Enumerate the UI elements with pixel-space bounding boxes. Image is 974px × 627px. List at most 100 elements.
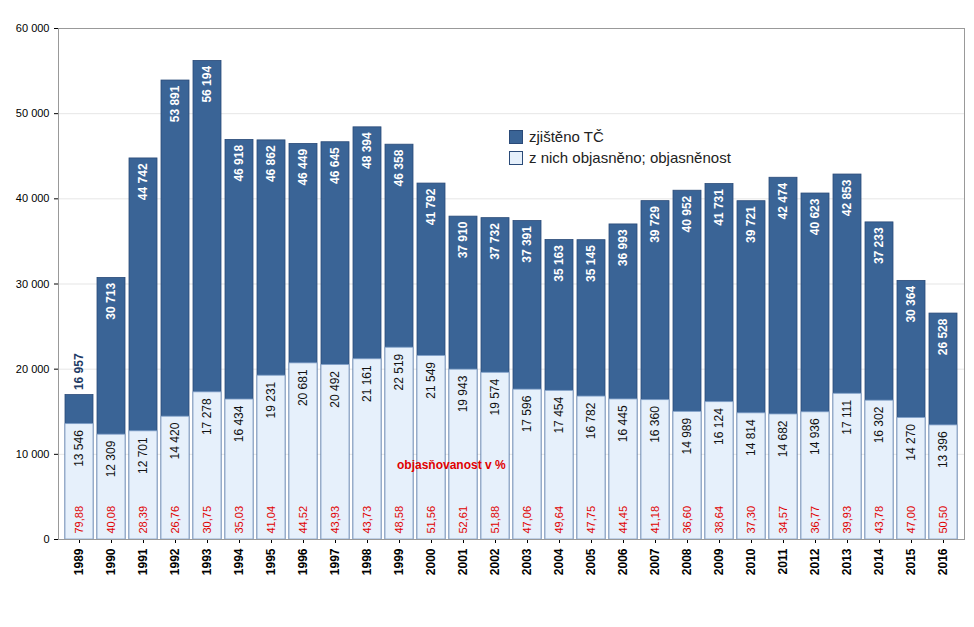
svg-text:37 910: 37 910 [456, 221, 470, 258]
svg-text:2006: 2006 [616, 548, 630, 575]
svg-text:16 360: 16 360 [648, 406, 662, 443]
svg-text:1996: 1996 [296, 548, 310, 575]
svg-text:46 862: 46 862 [264, 145, 278, 182]
svg-text:44 742: 44 742 [136, 163, 150, 200]
svg-text:39 721: 39 721 [744, 206, 758, 243]
svg-text:13 546: 13 546 [72, 430, 86, 467]
svg-text:14 814: 14 814 [744, 419, 758, 456]
svg-text:2005: 2005 [584, 548, 598, 575]
svg-text:26,76: 26,76 [169, 506, 181, 534]
svg-text:40 952: 40 952 [680, 195, 694, 232]
svg-text:37 732: 37 732 [488, 223, 502, 260]
svg-text:1995: 1995 [264, 548, 278, 575]
svg-text:44,52: 44,52 [297, 506, 309, 534]
svg-text:16 445: 16 445 [616, 405, 630, 442]
svg-text:36 993: 36 993 [616, 229, 630, 266]
svg-text:2014: 2014 [872, 548, 886, 575]
svg-text:46 645: 46 645 [328, 147, 342, 184]
svg-text:16 124: 16 124 [712, 408, 726, 445]
svg-text:30 364: 30 364 [904, 286, 918, 323]
svg-text:2001: 2001 [456, 548, 470, 575]
svg-text:2013: 2013 [840, 548, 854, 575]
svg-text:22 519: 22 519 [392, 353, 406, 390]
svg-text:48,58: 48,58 [393, 506, 405, 534]
svg-text:17 454: 17 454 [552, 397, 566, 434]
svg-text:1991: 1991 [136, 548, 150, 575]
svg-text:1999: 1999 [392, 548, 406, 575]
svg-text:2016: 2016 [936, 548, 950, 575]
svg-text:51,56: 51,56 [425, 506, 437, 534]
svg-text:52,61: 52,61 [457, 506, 469, 534]
svg-text:38,64: 38,64 [713, 506, 725, 534]
svg-text:41,04: 41,04 [265, 506, 277, 534]
svg-text:39,93: 39,93 [841, 506, 853, 534]
svg-text:53 891: 53 891 [168, 85, 182, 122]
svg-text:60 000: 60 000 [16, 22, 50, 34]
svg-text:16 302: 16 302 [872, 406, 886, 443]
svg-text:0: 0 [43, 533, 49, 545]
svg-text:16 434: 16 434 [232, 405, 246, 442]
svg-text:14 420: 14 420 [168, 422, 182, 459]
svg-text:50 000: 50 000 [16, 107, 50, 119]
svg-text:48 394: 48 394 [360, 132, 374, 169]
svg-text:39 729: 39 729 [648, 206, 662, 243]
svg-text:46 449: 46 449 [296, 149, 310, 186]
svg-text:1994: 1994 [232, 548, 246, 575]
svg-text:12 701: 12 701 [136, 437, 150, 474]
svg-text:28,39: 28,39 [137, 506, 149, 534]
svg-text:47,06: 47,06 [521, 506, 533, 534]
svg-text:2003: 2003 [520, 548, 534, 575]
svg-text:44,45: 44,45 [617, 506, 629, 534]
svg-text:37 391: 37 391 [520, 226, 534, 263]
svg-text:1990: 1990 [104, 548, 118, 575]
svg-text:41 792: 41 792 [424, 188, 438, 225]
svg-text:40,08: 40,08 [105, 506, 117, 534]
svg-text:41 731: 41 731 [712, 189, 726, 226]
svg-text:20 000: 20 000 [16, 363, 50, 375]
svg-text:41,18: 41,18 [649, 506, 661, 534]
svg-text:46 918: 46 918 [232, 145, 246, 182]
svg-text:17 111: 17 111 [840, 399, 854, 434]
svg-text:37 233: 37 233 [872, 227, 886, 264]
svg-text:20 492: 20 492 [328, 371, 342, 408]
svg-text:56 194: 56 194 [200, 66, 214, 103]
svg-text:79,88: 79,88 [73, 506, 85, 534]
svg-text:2008: 2008 [680, 548, 694, 575]
svg-text:42 474: 42 474 [776, 182, 790, 219]
svg-text:17 278: 17 278 [200, 398, 214, 435]
svg-text:14 682: 14 682 [776, 420, 790, 457]
svg-text:12 309: 12 309 [104, 440, 118, 477]
svg-text:1989: 1989 [72, 548, 86, 575]
svg-text:43,93: 43,93 [329, 506, 341, 534]
svg-text:2009: 2009 [712, 548, 726, 575]
svg-text:49,64: 49,64 [553, 506, 565, 534]
svg-text:2002: 2002 [488, 548, 502, 575]
svg-text:40 000: 40 000 [16, 192, 50, 204]
svg-text:17 596: 17 596 [520, 395, 534, 432]
svg-text:2004: 2004 [552, 548, 566, 575]
svg-text:42 853: 42 853 [840, 179, 854, 216]
svg-text:1992: 1992 [168, 548, 182, 575]
svg-text:35 163: 35 163 [552, 245, 566, 282]
svg-text:26 528: 26 528 [936, 318, 950, 355]
svg-text:21 549: 21 549 [424, 362, 438, 399]
svg-text:19 943: 19 943 [456, 375, 470, 412]
svg-text:47,75: 47,75 [585, 506, 597, 534]
svg-text:43,73: 43,73 [361, 506, 373, 534]
svg-text:14 270: 14 270 [904, 424, 918, 461]
svg-text:34,57: 34,57 [777, 506, 789, 534]
svg-text:1997: 1997 [328, 548, 342, 575]
svg-text:36,60: 36,60 [681, 506, 693, 534]
svg-text:40 623: 40 623 [808, 198, 822, 235]
svg-text:1998: 1998 [360, 548, 374, 575]
svg-text:36,77: 36,77 [809, 506, 821, 534]
svg-text:47,00: 47,00 [905, 506, 917, 534]
svg-text:2007: 2007 [648, 548, 662, 575]
svg-text:2012: 2012 [808, 548, 822, 575]
svg-text:46 358: 46 358 [392, 149, 406, 186]
svg-text:10 000: 10 000 [16, 448, 50, 460]
svg-text:2015: 2015 [904, 548, 918, 575]
svg-text:2010: 2010 [744, 548, 758, 575]
svg-text:35,03: 35,03 [233, 506, 245, 534]
svg-text:35 145: 35 145 [584, 245, 598, 282]
